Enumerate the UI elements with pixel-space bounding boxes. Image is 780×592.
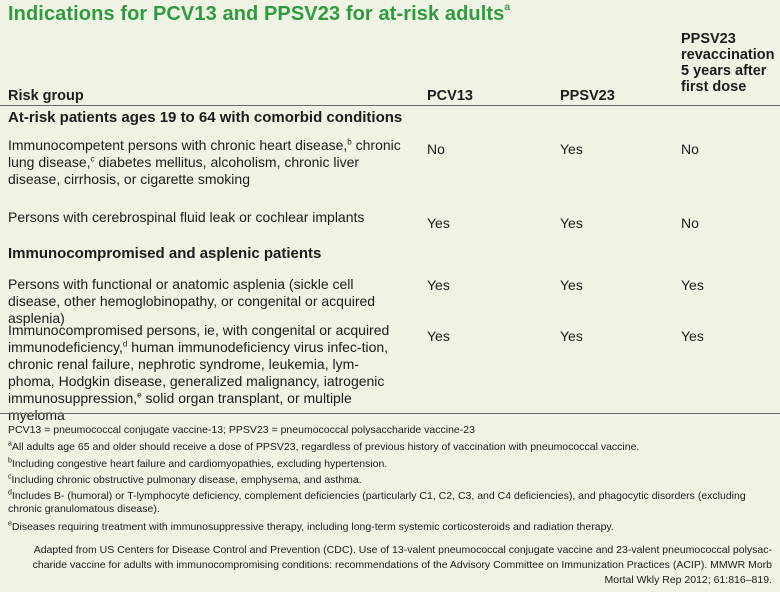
footnote-d: dIncludes B- (humoral) or T-lymphocyte d…: [8, 489, 746, 516]
table-cell-revaccination: No: [681, 141, 699, 157]
table-cell-ppsv23: Yes: [560, 141, 583, 157]
table-cell-ppsv23: Yes: [560, 277, 583, 293]
column-header-risk-group: Risk group: [8, 88, 84, 104]
table-title-text: Indications for PCV13 and PPSV23 for at-…: [8, 3, 505, 25]
column-header-ppsv23: PPSV23: [560, 88, 615, 104]
footnote-e: eDiseases requiring treatment with immun…: [8, 520, 614, 534]
table-row-label: Persons with cerebrospinal fluid leak or…: [8, 209, 365, 225]
section-heading-comorbid: At-risk patients ages 19 to 64 with como…: [8, 109, 403, 126]
table-title: Indications for PCV13 and PPSV23 for at-…: [8, 2, 511, 26]
table-row-label: Persons with functional or anatomic aspl…: [8, 276, 376, 326]
table-cell-revaccination: No: [681, 215, 699, 231]
table-cell-ppsv23: Yes: [560, 328, 583, 344]
section-heading-immunocompromised: Immunocompromised and asplenic patients: [8, 245, 322, 262]
footnote-abbreviations: PCV13 = pneumococcal conjugate vaccine-1…: [8, 424, 475, 436]
table-cell-ppsv23: Yes: [560, 215, 583, 231]
column-header-revaccination: PPSV23 revaccination 5 years after first…: [681, 31, 775, 95]
table-cell-pcv13: Yes: [427, 328, 450, 344]
table-row-label: Immunocompromised persons, ie, with cong…: [8, 322, 390, 423]
footnote-divider: [0, 413, 780, 414]
table-cell-pcv13: Yes: [427, 277, 450, 293]
table-row-label: Immunocompetent persons with chronic hea…: [8, 137, 401, 187]
footnote-a: aAll adults age 65 and older should rece…: [8, 440, 640, 454]
source-citation: Adapted from US Centers for Disease Cont…: [32, 544, 772, 586]
table-cell-pcv13: No: [427, 141, 445, 157]
header-divider: [0, 105, 780, 106]
footnote-c: cIncluding chronic obstructive pulmonary…: [8, 473, 362, 487]
table-cell-pcv13: Yes: [427, 215, 450, 231]
table-cell-revaccination: Yes: [681, 328, 704, 344]
column-header-pcv13: PCV13: [427, 88, 473, 104]
table-cell-revaccination: Yes: [681, 277, 704, 293]
footnote-b: bIncluding congestive heart failure and …: [8, 457, 388, 471]
title-footnote-mark: a: [504, 2, 511, 14]
